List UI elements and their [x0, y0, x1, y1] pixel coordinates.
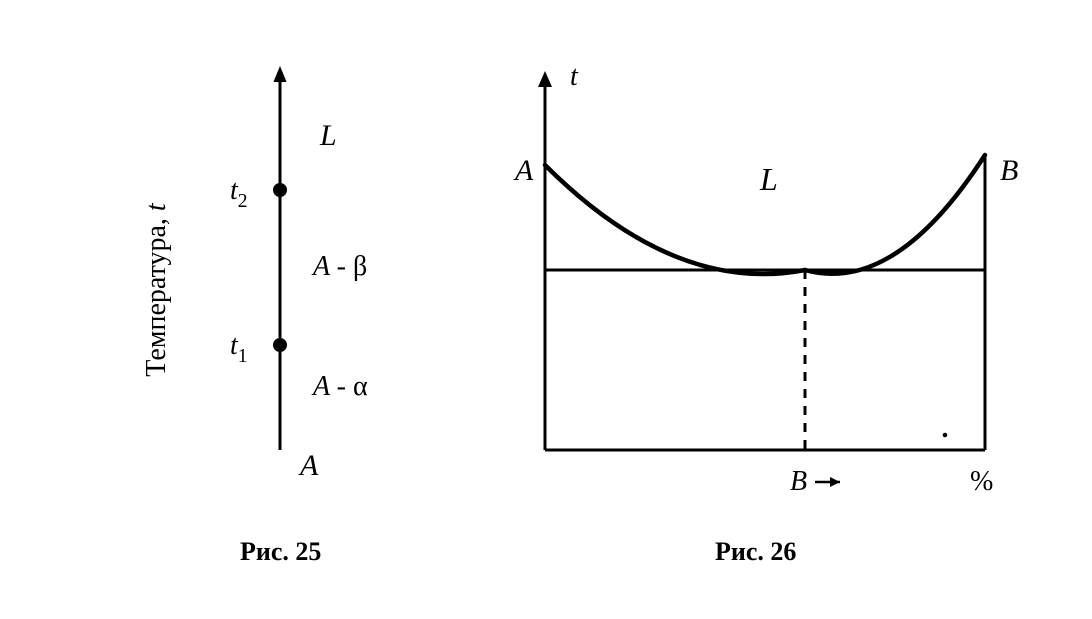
fig25-axis-arrow [273, 66, 286, 82]
fig25-label-t2: t2 [230, 175, 248, 212]
fig26-liquidus-right [805, 155, 985, 274]
fig25-caption: Рис. 25 [240, 537, 321, 566]
fig25-region-0: L [319, 119, 337, 152]
fig25-point-t2 [273, 183, 287, 197]
fig26-label-2: B [1000, 154, 1018, 187]
fig25-point-t1 [273, 338, 287, 352]
fig25-label-t1: t1 [230, 330, 248, 367]
fig25-ylabel: Температура, t [141, 202, 172, 377]
fig26-xlabel-1: % [970, 466, 993, 497]
fig26-label-1: A [513, 154, 534, 187]
fig26-label-0: L [759, 161, 778, 197]
fig26-caption: Рис. 26 [715, 537, 796, 566]
fig26-b-arrow-head [830, 477, 840, 487]
fig25-region-1: A - β [311, 251, 367, 282]
fig26-y-arrow [538, 71, 552, 87]
fig26-dot [943, 433, 948, 438]
fig26-ylabel: t [570, 61, 579, 92]
fig25-region-3: A [298, 449, 319, 482]
fig26-xlabel-0: B [790, 466, 807, 497]
fig25-region-2: A - α [311, 371, 368, 402]
